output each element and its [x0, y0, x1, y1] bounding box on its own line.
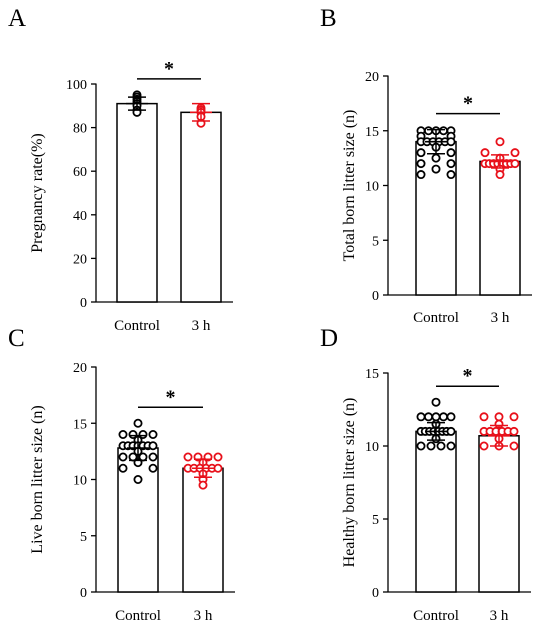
- data-point: [198, 480, 208, 490]
- y-tick-label: 0: [80, 586, 87, 601]
- data-point: [436, 441, 446, 451]
- y-tick-label: 10: [365, 180, 379, 195]
- bar: [479, 160, 521, 296]
- data-point: [416, 159, 426, 169]
- panel-letter: D: [320, 325, 338, 352]
- y-axis-label: Pregnancy rate(%): [29, 133, 46, 253]
- data-point: [446, 426, 456, 436]
- significance-marker: *: [166, 386, 176, 408]
- data-point: [431, 153, 441, 163]
- y-tick-label: 15: [73, 417, 87, 432]
- significance-marker: *: [463, 365, 473, 387]
- data-point: [416, 148, 426, 158]
- data-point: [480, 148, 490, 158]
- data-point: [118, 452, 128, 462]
- data-point: [416, 412, 426, 422]
- panel-d: D 0 5 10 15 Healthy born litter size (n) Contr…: [320, 325, 531, 624]
- y-tick-label: 100: [66, 78, 87, 93]
- x-tick-label: 3 h: [491, 310, 510, 326]
- data-point: [438, 126, 448, 136]
- data-point: [133, 418, 143, 428]
- data-point: [431, 412, 441, 422]
- x-tick-label: Control: [114, 318, 160, 334]
- data-point: [495, 170, 505, 180]
- data-point: [423, 126, 433, 136]
- data-point: [416, 170, 426, 180]
- y-axis-label: Healthy born litter size (n): [341, 398, 358, 568]
- panel-letter: B: [320, 5, 337, 32]
- y-tick-label: 20: [365, 70, 379, 85]
- panel-letter: C: [8, 325, 25, 352]
- data-point: [213, 463, 223, 473]
- data-point: [431, 164, 441, 174]
- data-point: [446, 412, 456, 422]
- bar: [415, 430, 457, 593]
- x-tick-label: 3 h: [194, 608, 213, 624]
- x-tick-label: 3 h: [192, 318, 211, 334]
- data-point: [509, 412, 519, 422]
- y-tick-label: 10: [365, 440, 379, 455]
- x-tick-label: Control: [115, 608, 161, 624]
- y-axis-label: Live born litter size (n): [29, 405, 46, 553]
- data-point: [148, 429, 158, 439]
- y-tick-label: 20: [73, 361, 87, 376]
- bar: [478, 435, 520, 593]
- panel-letter: A: [8, 5, 26, 32]
- data-point: [509, 426, 519, 436]
- data-point: [495, 137, 505, 147]
- data-point: [133, 474, 143, 484]
- data-point: [118, 429, 128, 439]
- significance-marker: *: [164, 58, 174, 80]
- data-point: [148, 463, 158, 473]
- y-tick-label: 5: [80, 530, 87, 545]
- data-point: [183, 452, 193, 462]
- y-tick-label: 15: [365, 125, 379, 140]
- data-point: [438, 412, 448, 422]
- data-point: [118, 463, 128, 473]
- panel-c: C 0 5 10 15 20 Live born litter size (n) Contro…: [8, 325, 235, 624]
- x-tick-label: 3 h: [490, 608, 509, 624]
- data-point: [446, 441, 456, 451]
- y-axis-label: Total born litter size (n): [341, 110, 358, 262]
- y-tick-label: 0: [372, 289, 379, 304]
- data-point: [426, 441, 436, 451]
- data-point: [148, 452, 158, 462]
- bar: [180, 111, 222, 303]
- data-point: [494, 412, 504, 422]
- data-point: [423, 412, 433, 422]
- y-tick-label: 5: [372, 234, 379, 249]
- data-point: [446, 148, 456, 158]
- data-point: [431, 397, 441, 407]
- data-point: [509, 441, 519, 451]
- data-point: [479, 441, 489, 451]
- data-point: [446, 137, 456, 147]
- data-point: [510, 159, 520, 169]
- x-tick-label: Control: [413, 608, 459, 624]
- panel-a: A 0 20 40 60 80 100 Pregnancy rate(%) Control 3 h…: [8, 5, 233, 334]
- panel-b: B 0 5 10 15 20 Total born litter size (n) Contr…: [320, 5, 532, 326]
- data-point: [446, 170, 456, 180]
- bar: [116, 102, 158, 303]
- data-point: [416, 441, 426, 451]
- significance-marker: *: [463, 93, 473, 115]
- y-tick-label: 20: [73, 252, 87, 267]
- data-point: [446, 159, 456, 169]
- y-tick-label: 0: [372, 586, 379, 601]
- y-tick-label: 0: [80, 296, 87, 311]
- y-tick-label: 60: [73, 165, 87, 180]
- data-point: [479, 412, 489, 422]
- y-tick-label: 5: [372, 513, 379, 528]
- y-tick-label: 15: [365, 367, 379, 382]
- y-tick-label: 10: [73, 474, 87, 489]
- y-tick-label: 80: [73, 122, 87, 137]
- x-tick-label: Control: [413, 310, 459, 326]
- data-point: [213, 452, 223, 462]
- y-tick-label: 40: [73, 209, 87, 224]
- data-point: [148, 441, 158, 451]
- data-point: [510, 148, 520, 158]
